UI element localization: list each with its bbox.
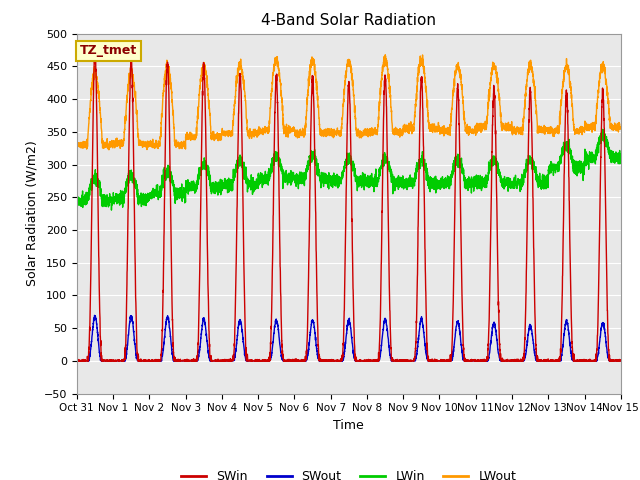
SWout [617,358,625,364]
Title: 4-Band Solar Radiation: 4-Band Solar Radiation [261,13,436,28]
LWout [329,131,337,136]
LWout [171,137,179,143]
LWout [105,147,113,153]
X-axis label: Time: Time [333,419,364,432]
LWout [471,123,479,129]
SWin [92,48,99,54]
SWout [441,358,449,364]
SWout [502,358,509,364]
Legend: SWin, SWout, LWin, LWout: SWin, SWout, LWin, LWout [176,465,522,480]
Line: LWin: LWin [77,129,621,210]
SWin [502,358,509,364]
Line: SWout: SWout [77,315,621,361]
LWin [329,179,337,184]
SWout [471,358,479,364]
LWout [73,141,81,146]
SWin [329,358,337,364]
Line: LWout: LWout [77,55,621,150]
SWin [441,358,449,364]
LWin [502,181,509,187]
LWin [616,160,624,166]
SWin [471,358,479,364]
LWin [441,177,449,182]
LWout [502,125,509,131]
SWout [91,312,99,318]
LWin [471,180,479,185]
SWin [74,358,81,364]
LWin [171,190,179,195]
SWout [73,358,81,364]
SWout [171,358,179,364]
SWout [329,358,337,364]
LWin [599,126,607,132]
LWin [108,207,115,213]
Text: TZ_tmet: TZ_tmet [79,44,137,58]
SWin [617,358,625,364]
LWin [73,201,81,207]
LWout [441,129,449,135]
LWout [381,52,389,58]
SWin [616,357,624,363]
LWout [616,125,624,131]
LWin [617,158,625,164]
SWin [171,354,179,360]
LWout [617,125,625,131]
SWin [73,358,81,363]
Y-axis label: Solar Radiation (W/m2): Solar Radiation (W/m2) [25,141,38,287]
SWout [616,358,624,364]
Line: SWin: SWin [77,51,621,361]
